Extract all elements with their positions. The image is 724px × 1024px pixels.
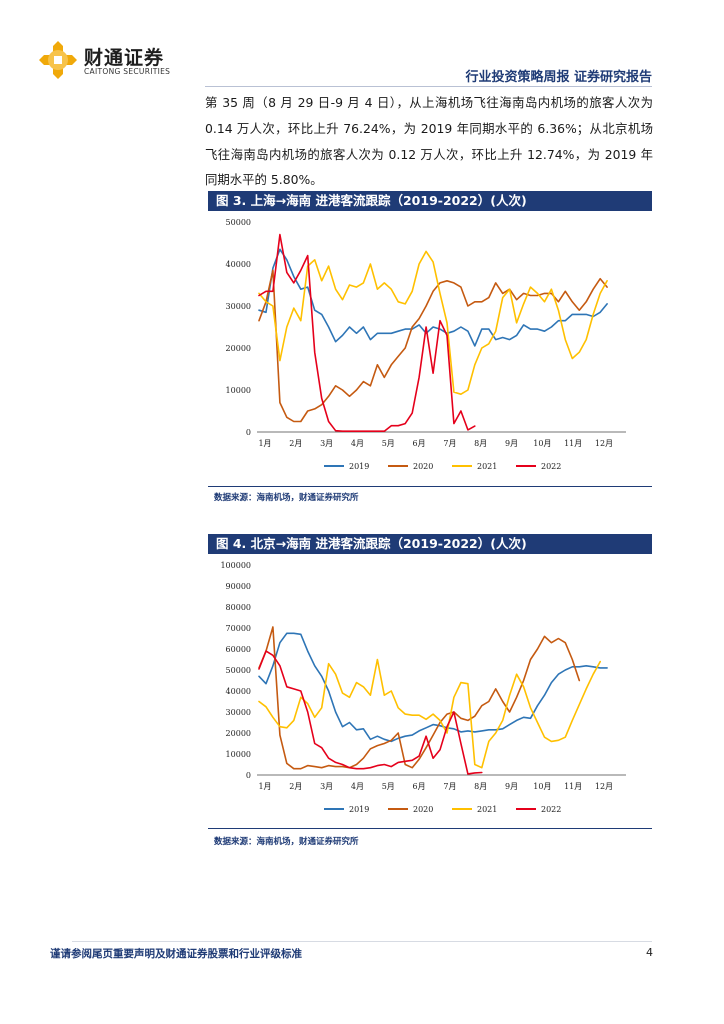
y-tick-label: 20000 xyxy=(226,344,251,353)
x-tick-label: 3月 xyxy=(320,782,333,791)
x-tick-label: 11月 xyxy=(564,782,582,791)
header-divider xyxy=(205,86,652,87)
brand-name-cn: 财通证券 xyxy=(84,47,165,69)
x-tick-label: 2月 xyxy=(289,782,302,791)
legend-label-2019: 2019 xyxy=(349,462,369,471)
brand-name-en: CAITONG SECURITIES xyxy=(84,67,171,76)
legend-label-2021: 2021 xyxy=(477,805,497,814)
page-number: 4 xyxy=(646,946,653,959)
x-tick-label: 9月 xyxy=(505,782,518,791)
figure-3-chart: 0 10000 20000 30000 40000 50000 1月 2月 3月 4月 5月 6月 7月… xyxy=(208,212,652,480)
y-tick-label: 50000 xyxy=(226,666,251,675)
x-tick-label: 4月 xyxy=(351,782,364,791)
y-tick-label: 10000 xyxy=(226,386,251,395)
y-tick-label: 50000 xyxy=(226,218,251,227)
x-tick-label: 12月 xyxy=(595,439,613,448)
figure-3-source: 数据来源：海南机场，财通证券研究所 xyxy=(214,493,359,503)
series-line-2021 xyxy=(258,250,608,395)
x-tick-label: 10月 xyxy=(533,782,551,791)
x-tick-label: 6月 xyxy=(413,439,426,448)
x-tick-label: 11月 xyxy=(564,439,582,448)
x-tick-label: 5月 xyxy=(382,439,395,448)
y-tick-label: 10000 xyxy=(226,750,251,759)
y-tick-label: 30000 xyxy=(226,708,251,717)
series-line-2019 xyxy=(258,632,608,743)
figure-4-title: 图 4. 北京→海南 进港客流跟踪（2019-2022）(人次) xyxy=(208,534,652,554)
y-tick-label: 100000 xyxy=(220,561,251,570)
series-line-2019 xyxy=(258,248,608,347)
x-tick-label: 8月 xyxy=(474,439,487,448)
footer-disclaimer: 谨请参阅尾页重要声明及财通证券股票和行业评级标准 xyxy=(50,948,302,960)
x-tick-label: 7月 xyxy=(443,782,456,791)
x-tick-label: 10月 xyxy=(533,439,551,448)
y-tick-label: 40000 xyxy=(226,687,251,696)
legend-label-2019: 2019 xyxy=(349,805,369,814)
y-tick-label: 40000 xyxy=(226,260,251,269)
x-tick-label: 5月 xyxy=(382,782,395,791)
x-tick-label: 12月 xyxy=(595,782,613,791)
caitong-logo-icon xyxy=(39,41,77,79)
series-line-2021 xyxy=(258,658,602,769)
y-tick-label: 90000 xyxy=(226,582,251,591)
series-line-2020 xyxy=(258,626,581,770)
y-tick-label: 60000 xyxy=(226,645,251,654)
x-tick-label: 9月 xyxy=(505,439,518,448)
series-line-2022 xyxy=(258,650,483,775)
legend-label-2022: 2022 xyxy=(541,462,561,471)
x-tick-label: 4月 xyxy=(351,439,364,448)
report-title: 行业投资策略周报 证券研究报告 xyxy=(465,70,652,85)
figure-3-rule xyxy=(208,486,652,487)
footer-divider xyxy=(72,941,652,942)
series-line-2022 xyxy=(258,233,476,432)
page-header: 财通证券 CAITONG SECURITIES 行业投资策略周报 证券研究报告 xyxy=(0,0,724,92)
figure-4-chart: 0 10000 20000 30000 40000 50000 60000 70000 8000… xyxy=(208,555,652,823)
y-tick-label: 20000 xyxy=(226,729,251,738)
figure-4-svg: 0 10000 20000 30000 40000 50000 60000 70000 8000… xyxy=(220,561,626,814)
series-line-2020 xyxy=(258,269,608,423)
x-tick-label: 2月 xyxy=(289,439,302,448)
y-tick-label: 70000 xyxy=(226,624,251,633)
y-tick-label: 0 xyxy=(246,771,251,780)
figure-3-title: 图 3. 上海→海南 进港客流跟踪（2019-2022）(人次) xyxy=(208,191,652,211)
y-tick-label: 30000 xyxy=(226,302,251,311)
x-tick-label: 1月 xyxy=(258,782,271,791)
legend-label-2021: 2021 xyxy=(477,462,497,471)
x-tick-label: 6月 xyxy=(413,782,426,791)
y-tick-label: 80000 xyxy=(226,603,251,612)
figure-4-rule xyxy=(208,828,652,829)
figure-4-source: 数据来源：海南机场，财通证券研究所 xyxy=(214,837,359,847)
legend-label-2022: 2022 xyxy=(541,805,561,814)
x-tick-label: 7月 xyxy=(443,439,456,448)
x-tick-label: 8月 xyxy=(474,782,487,791)
x-tick-label: 3月 xyxy=(320,439,333,448)
figure-3-svg: 0 10000 20000 30000 40000 50000 1月 2月 3月 4月 5月 6月 7月… xyxy=(226,218,626,471)
legend-label-2020: 2020 xyxy=(413,462,433,471)
legend-label-2020: 2020 xyxy=(413,805,433,814)
y-tick-label: 0 xyxy=(246,428,251,437)
body-paragraph: 第 35 周（8 月 29 日-9 月 4 日），从上海机场飞往海南岛内机场的旅… xyxy=(205,95,653,188)
x-tick-label: 1月 xyxy=(258,439,271,448)
